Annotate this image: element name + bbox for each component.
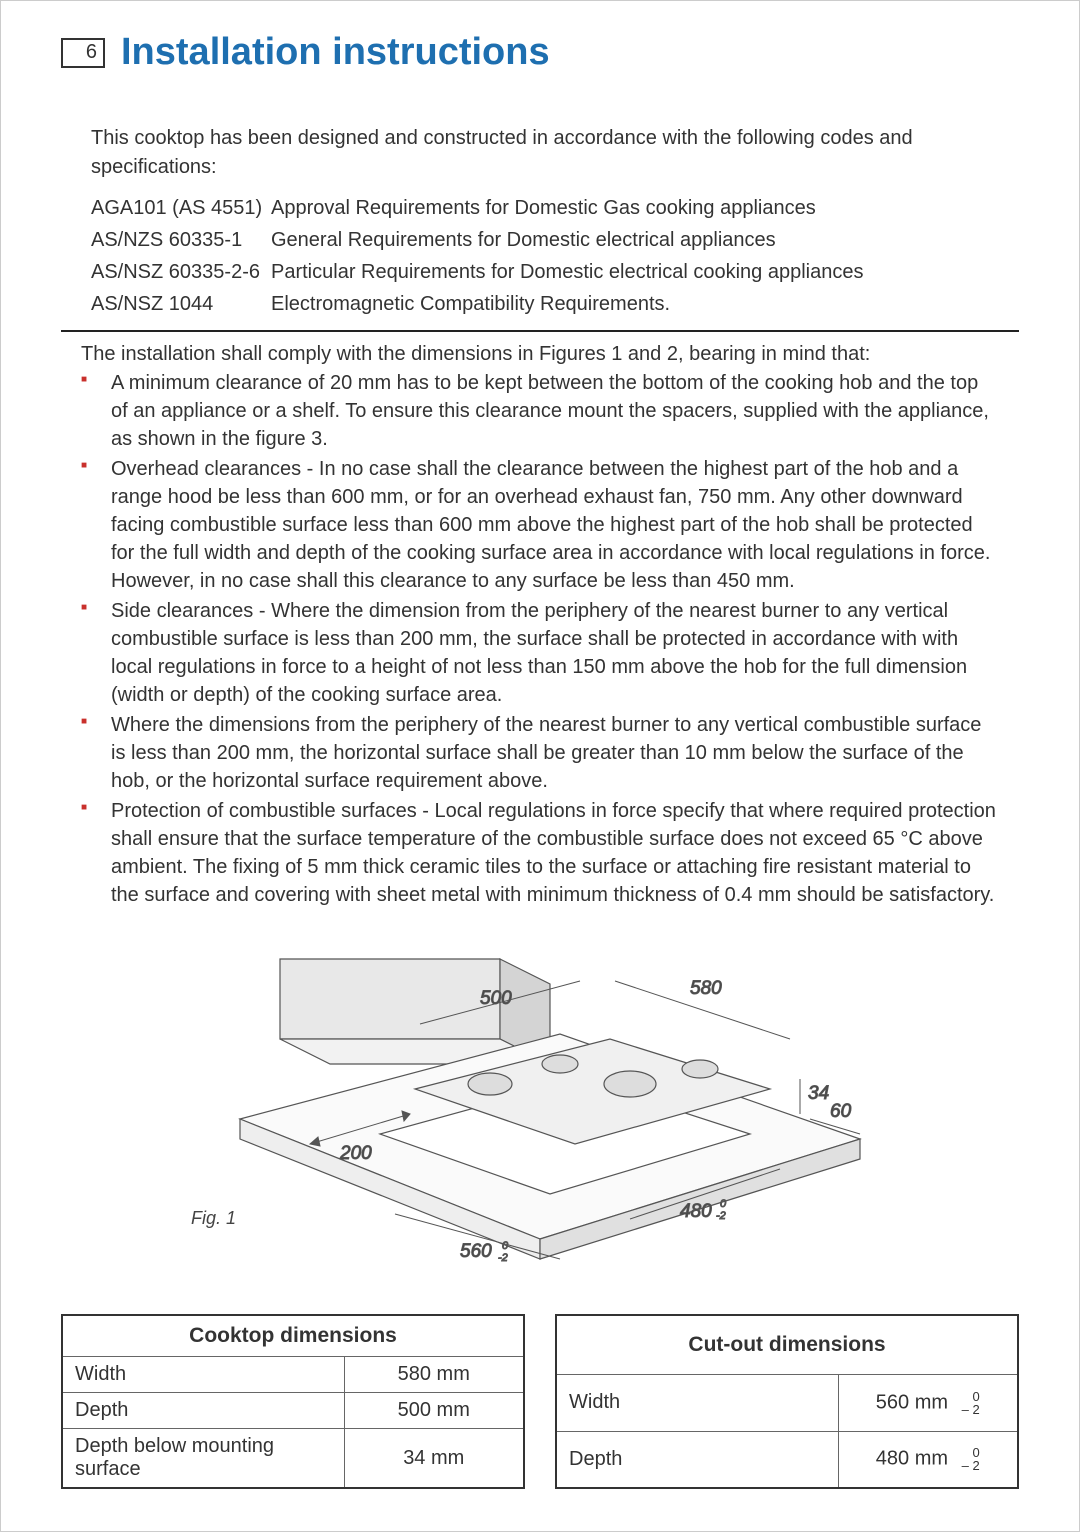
bullet-item: A minimum clearance of 20 mm has to be k… [81, 369, 999, 453]
spec-row: AS/NSZ 1044 Electromagnetic Compatibilit… [91, 288, 989, 320]
row-label: Width [62, 1357, 344, 1393]
dim-below: 34 [808, 1083, 829, 1104]
tolerance: 0 – 2 [962, 1390, 980, 1416]
bullet-item: Protection of combustible surfaces - Loc… [81, 797, 999, 909]
page-number-box: 6 [61, 38, 105, 68]
cooktop-diagram: 500 580 200 560 0 -2 480 0 -2 [160, 939, 920, 1269]
row-value: 500 mm [344, 1393, 524, 1429]
dim-cutout-width-tol-top: 0 [502, 1240, 509, 1252]
row-value: 480 mm 0 – 2 [838, 1431, 1018, 1488]
table-title: Cooktop dimensions [62, 1315, 524, 1357]
page-number: 6 [86, 41, 97, 64]
dim-cutout-depth: 480 [680, 1201, 712, 1222]
tol-bot: – 2 [962, 1403, 980, 1416]
row-value: 34 mm [344, 1429, 524, 1489]
dim-cutout-depth-tol-top: 0 [720, 1198, 727, 1210]
spec-row: AGA101 (AS 4551) Approval Requirements f… [91, 192, 989, 224]
bullet-item: Overhead clearances - In no case shall t… [81, 455, 999, 595]
document-page: 6 Installation instructions This cooktop… [0, 0, 1080, 1532]
spec-code: AS/NSZ 1044 [91, 288, 271, 320]
row-label: Depth [62, 1393, 344, 1429]
bullet-item: Side clearances - Where the dimension fr… [81, 597, 999, 709]
row-label: Width [556, 1375, 838, 1431]
dim-width: 580 [690, 978, 722, 999]
spec-code: AS/NZS 60335-1 [91, 224, 271, 256]
bullet-item: Where the dimensions from the periphery … [81, 711, 999, 795]
page-title: Installation instructions [121, 31, 550, 74]
page-header: 6 Installation instructions [61, 31, 1019, 74]
dim-cutout-width: 560 [460, 1241, 492, 1262]
table-row: Depth 480 mm 0 – 2 [556, 1431, 1018, 1488]
spec-desc: Approval Requirements for Domestic Gas c… [271, 192, 816, 224]
spec-row: AS/NSZ 60335-2-6 Particular Requirements… [91, 256, 989, 288]
tol-bot: – 2 [962, 1459, 980, 1472]
bullet-list: A minimum clearance of 20 mm has to be k… [81, 369, 999, 909]
dim-clearance: 200 [339, 1143, 372, 1164]
spec-desc: Particular Requirements for Domestic ele… [271, 256, 863, 288]
table-row: Depth below mounting surface 34 mm [62, 1429, 524, 1489]
divider [61, 330, 1019, 332]
table-row: Depth 500 mm [62, 1393, 524, 1429]
spec-row: AS/NZS 60335-1 General Requirements for … [91, 224, 989, 256]
cutout-dimensions-table: Cut-out dimensions Width 560 mm 0 – 2 De… [555, 1314, 1019, 1489]
spec-desc: General Requirements for Domestic electr… [271, 224, 776, 256]
spec-desc: Electromagnetic Compatibility Requiremen… [271, 288, 670, 320]
intro-paragraph: This cooktop has been designed and const… [91, 124, 989, 182]
table-title: Cut-out dimensions [556, 1315, 1018, 1375]
dim-depth: 500 [480, 988, 512, 1009]
row-value: 580 mm [344, 1357, 524, 1393]
spec-code: AGA101 (AS 4551) [91, 192, 271, 224]
row-value: 560 mm 0 – 2 [838, 1375, 1018, 1431]
table-row: Width 560 mm 0 – 2 [556, 1375, 1018, 1431]
tol-top: 0 [962, 1390, 980, 1403]
row-value-main: 480 mm [876, 1448, 948, 1470]
figure-1: 500 580 200 560 0 -2 480 0 -2 [61, 939, 1019, 1274]
dimension-tables: Cooktop dimensions Width 580 mm Depth 50… [61, 1314, 1019, 1489]
cooktop-dimensions-table: Cooktop dimensions Width 580 mm Depth 50… [61, 1314, 525, 1489]
dim-cutout-width-tol-bot: -2 [498, 1252, 508, 1264]
compliance-lead: The installation shall comply with the d… [81, 340, 999, 369]
tolerance: 0 – 2 [962, 1446, 980, 1472]
dim-edge: 60 [830, 1101, 852, 1122]
row-value-main: 560 mm [876, 1391, 948, 1413]
spec-list: AGA101 (AS 4551) Approval Requirements f… [91, 192, 989, 320]
dim-cutout-depth-tol-bot: -2 [716, 1210, 726, 1222]
table-row: Width 580 mm [62, 1357, 524, 1393]
spec-code: AS/NSZ 60335-2-6 [91, 256, 271, 288]
row-label: Depth below mounting surface [62, 1429, 344, 1489]
figure-caption: Fig. 1 [191, 1208, 236, 1229]
row-label: Depth [556, 1431, 838, 1488]
